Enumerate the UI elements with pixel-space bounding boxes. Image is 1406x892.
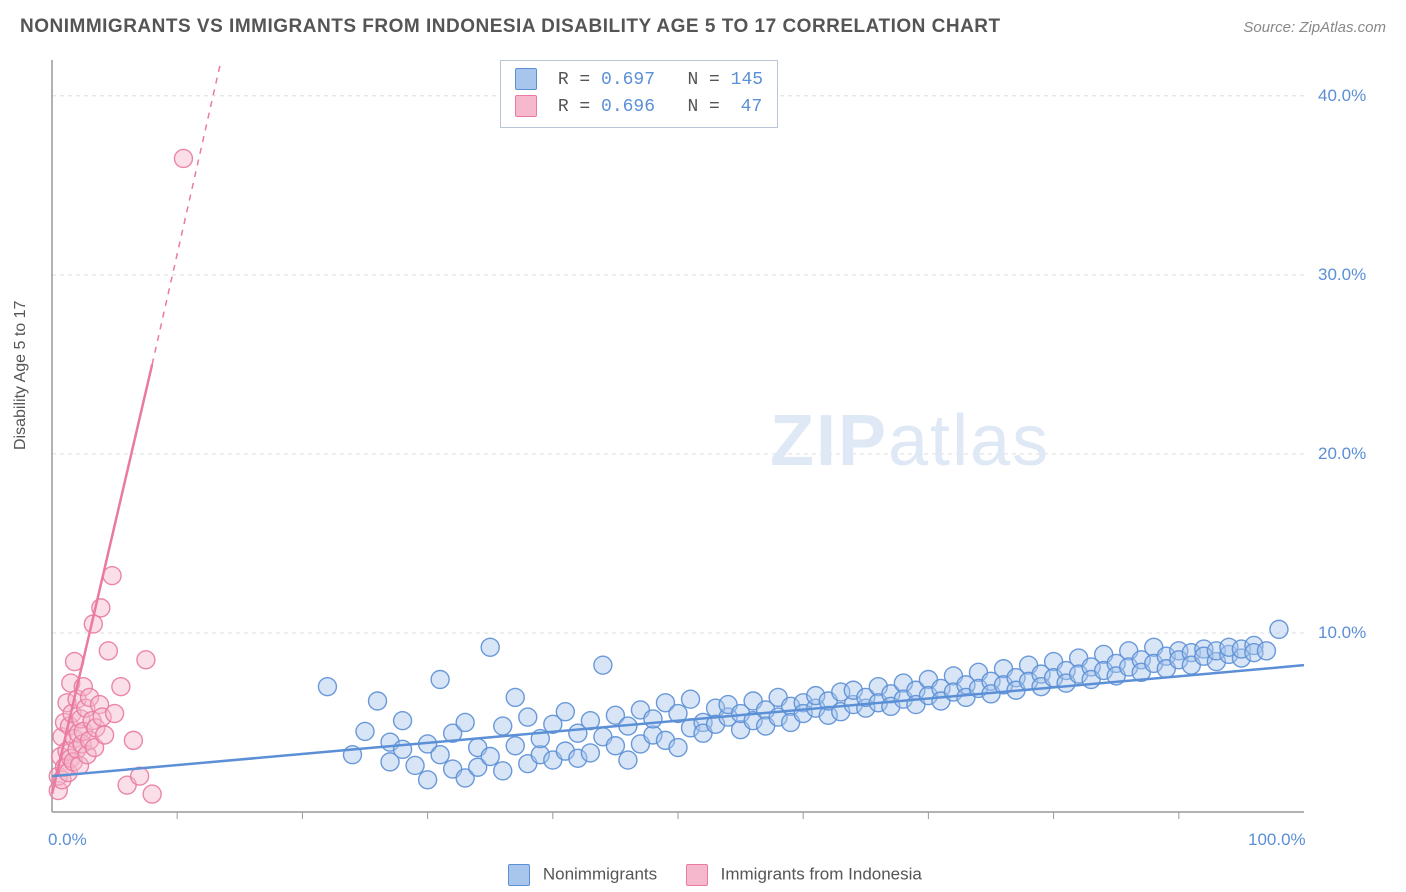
n-value-nonimmigrants: 145 [731,70,763,90]
y-tick-label: 40.0% [1318,86,1366,106]
swatch-immigrants [515,95,537,117]
y-tick-label: 10.0% [1318,623,1366,643]
plot-area [48,56,1308,836]
chart-svg [48,56,1308,836]
legend-label-nonimmigrants: Nonimmigrants [543,864,657,883]
source-label: Source: [1243,19,1295,36]
n-value-immigrants: 47 [731,97,763,117]
source-link[interactable]: ZipAtlas.com [1299,19,1386,36]
chart-title: NONIMMIGRANTS VS IMMIGRANTS FROM INDONES… [20,16,1001,38]
y-tick-label: 30.0% [1318,265,1366,285]
stats-row-immigrants: R = 0.696 N = 47 [515,94,763,121]
y-axis-label: Disability Age 5 to 17 [12,301,30,450]
source-attribution: Source: ZipAtlas.com [1243,19,1386,36]
r-value-immigrants: 0.696 [601,97,655,117]
swatch-nonimmigrants [515,68,537,90]
r-label: R = [558,70,590,90]
swatch-immigrants-bottom [686,864,708,886]
y-tick-label: 20.0% [1318,444,1366,464]
r-value-nonimmigrants: 0.697 [601,70,655,90]
x-tick-label: 100.0% [1248,830,1306,850]
header: NONIMMIGRANTS VS IMMIGRANTS FROM INDONES… [20,16,1386,38]
n-label: N = [687,97,719,117]
bottom-legend: Nonimmigrants Immigrants from Indonesia [0,864,1406,886]
legend-label-immigrants: Immigrants from Indonesia [721,864,922,883]
stats-row-nonimmigrants: R = 0.697 N = 145 [515,67,763,94]
stats-legend-box: R = 0.697 N = 145 R = 0.696 N = 47 [500,60,778,128]
r-label: R = [558,97,590,117]
swatch-nonimmigrants-bottom [508,864,530,886]
x-tick-label: 0.0% [48,830,87,850]
n-label: N = [687,70,719,90]
